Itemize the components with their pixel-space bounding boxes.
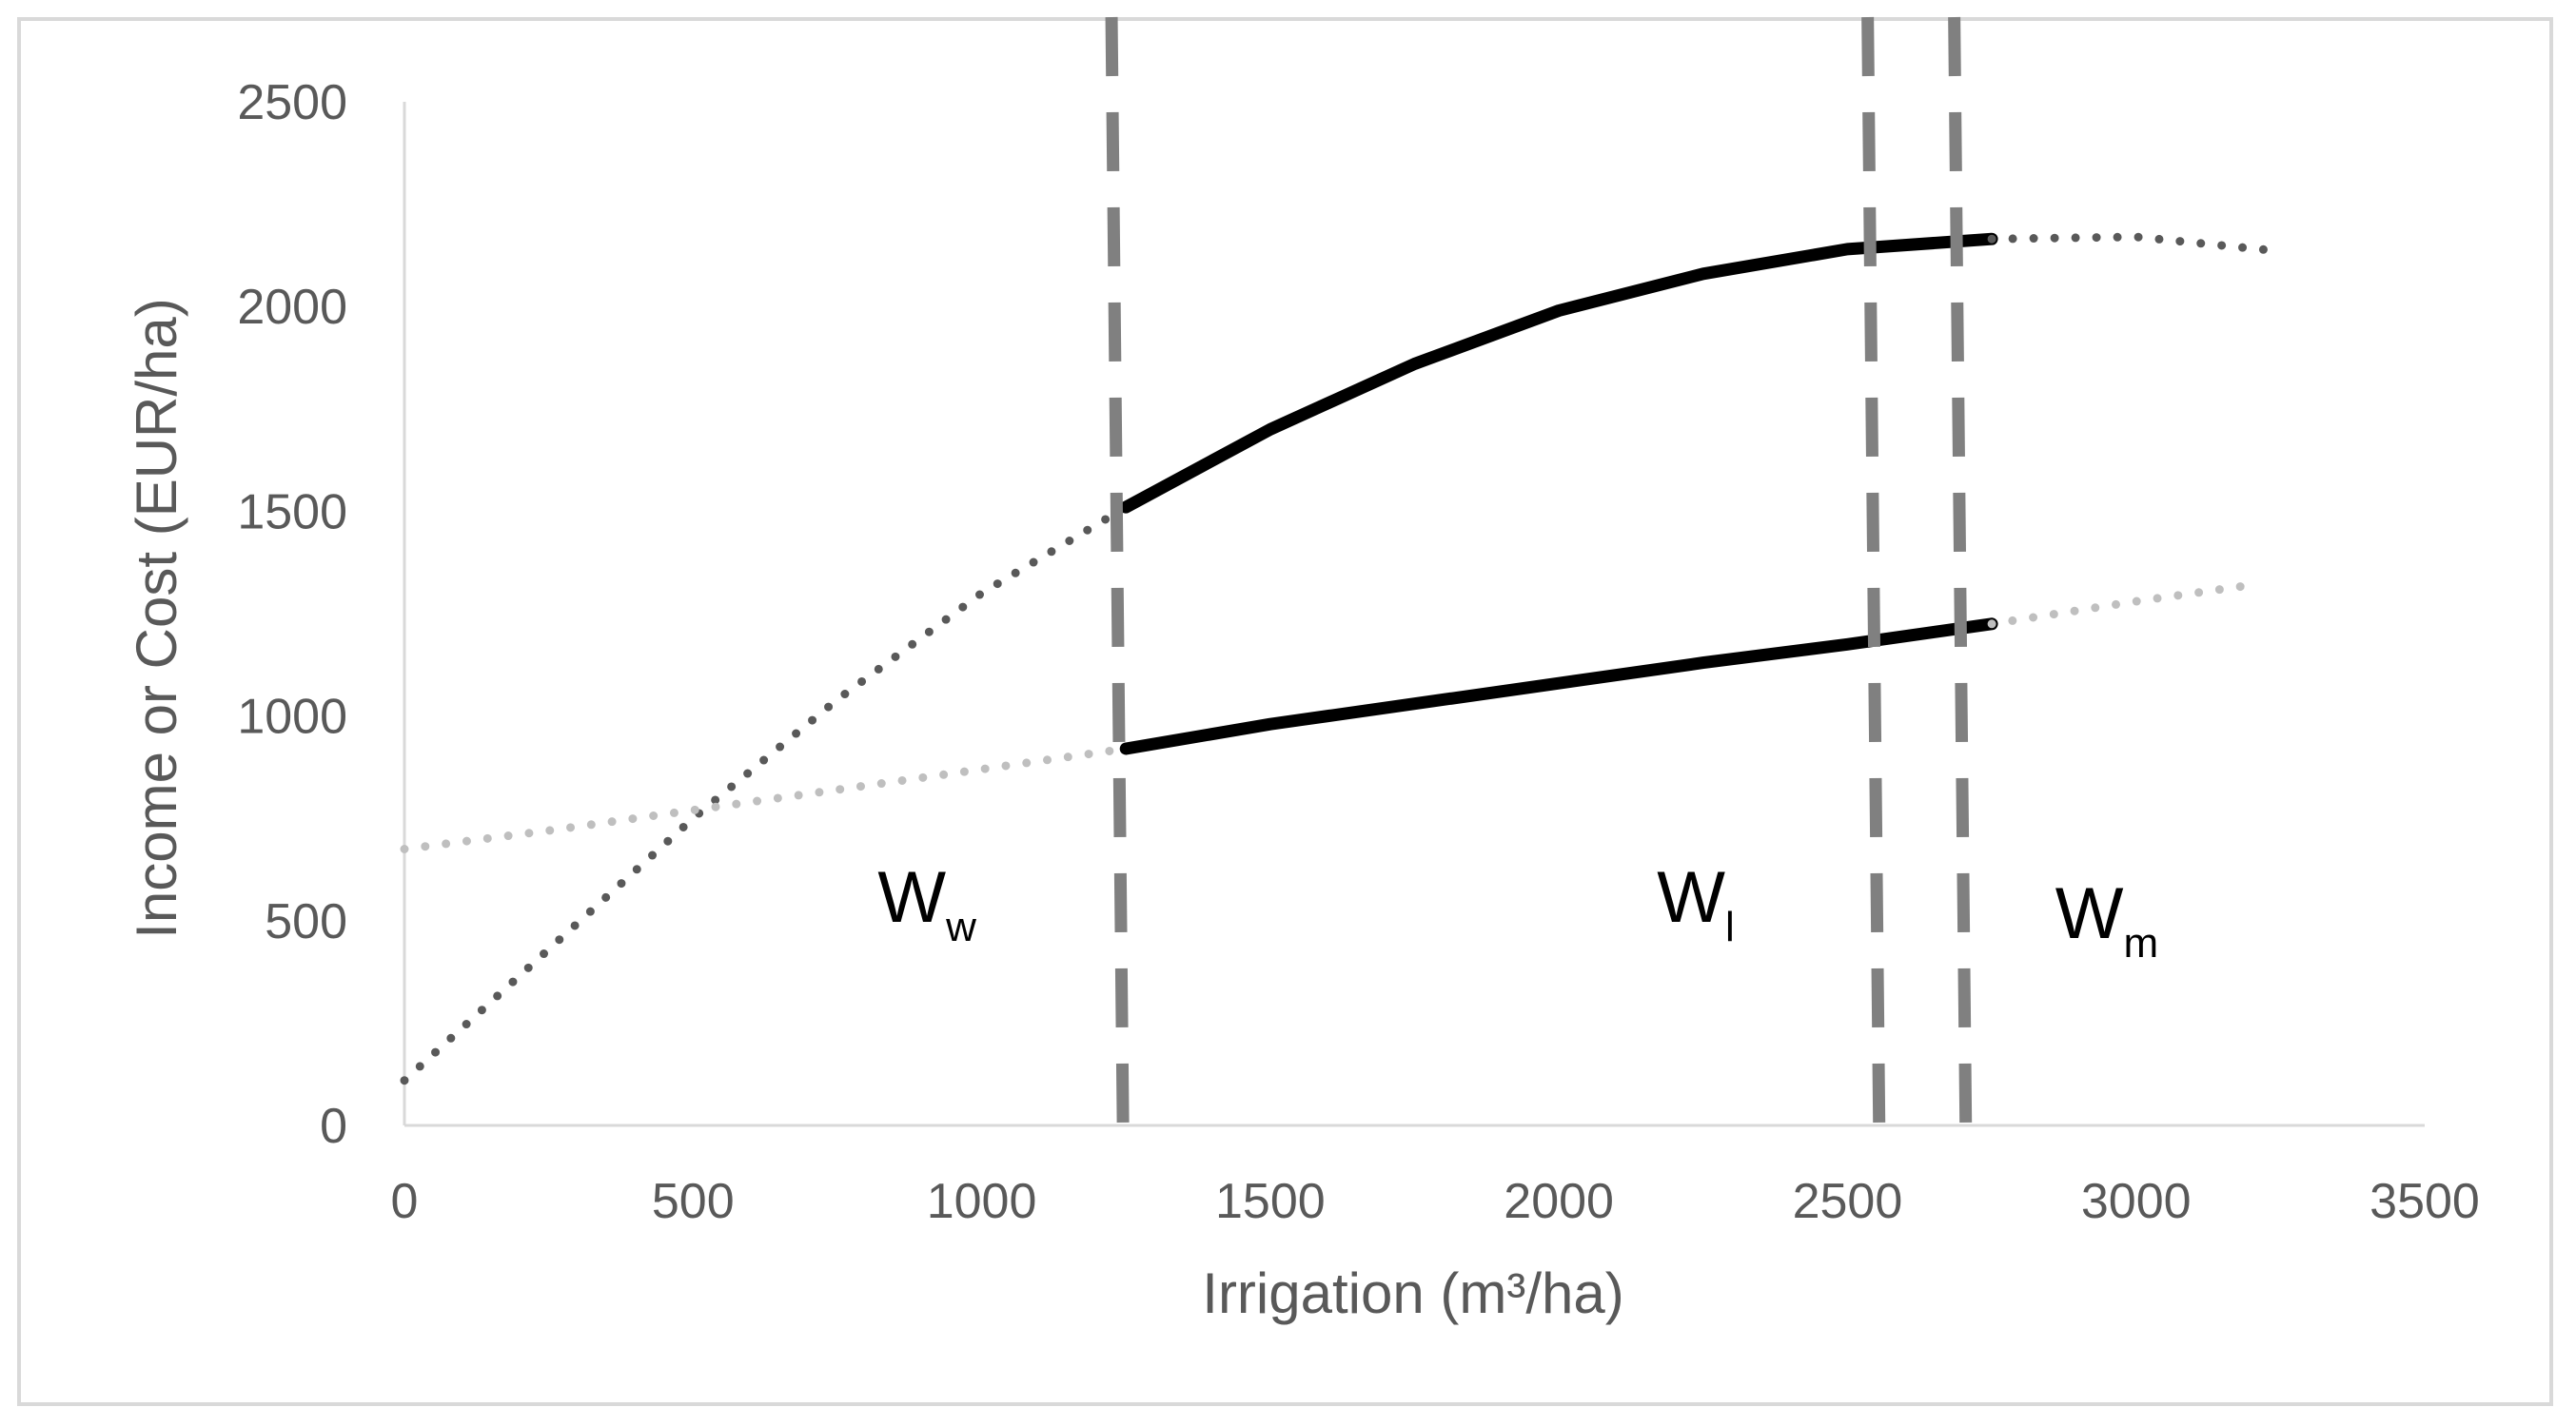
x-tick-label: 500 [652,1174,735,1229]
wl-label: Wl [1657,857,1735,950]
y-tick-label: 1000 [237,690,347,745]
x-tick-label: 0 [391,1174,419,1229]
x-tick-label: 1000 [927,1174,1037,1229]
series-income-extrapolated-high-irrigation [1987,232,2285,256]
vertical-markers [1105,16,1973,1131]
wm-line [1948,16,1973,1131]
y-tick-label: 2000 [237,280,347,335]
x-tick-label: 3000 [2081,1174,2192,1229]
wl-line [1861,16,1886,1131]
axes: 0 500 1000 1500 2000 2500 3000 3500 0 500 1000 1500… [237,75,2480,1229]
series-cost-extrapolated-low-irrigation [400,744,1131,853]
y-tick-label: 0 [320,1099,347,1154]
x-axis-title: Irrigation (m³/ha) [1202,1261,1623,1325]
chart-frame [17,17,2553,1406]
series-income-extrapolated-low-irrigation [400,502,1131,1085]
series-cost-extrapolated-high-irrigation [1987,580,2256,629]
series-cost [1119,617,1998,755]
y-tick-label: 1500 [237,484,347,539]
labels-layer: Ww Wl Wm [877,857,2158,967]
x-tick-label: 2500 [1793,1174,1903,1229]
series-layer [400,232,2285,1085]
series-income [1119,232,1998,514]
x-tick-label: 3500 [2370,1174,2480,1229]
x-tick-label: 2000 [1504,1174,1614,1229]
ww-line [1105,16,1130,1131]
y-axis-title: Income or Cost (EUR/ha) [125,298,188,939]
y-tick-label: 2500 [237,75,347,130]
x-tick-label: 1500 [1215,1174,1326,1229]
y-tick-label: 500 [265,894,347,949]
wm-label: Wm [2055,873,2158,967]
ww-label: Ww [877,857,976,950]
